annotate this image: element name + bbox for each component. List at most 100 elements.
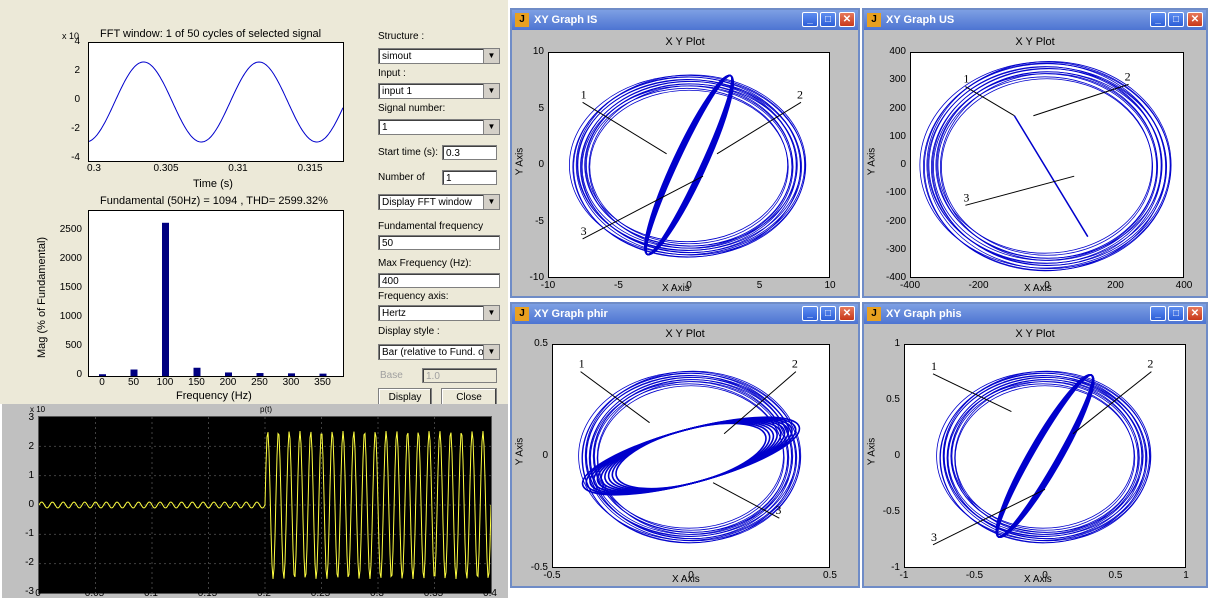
minimize-button[interactable]: _ — [802, 12, 818, 27]
trajectory-band — [645, 74, 733, 256]
signal-number-label: Signal number: — [378, 103, 446, 114]
titlebar[interactable]: J XY Graph phis _ □ ✕ — [864, 304, 1206, 324]
chevron-down-icon[interactable]: ▼ — [483, 84, 499, 98]
minimize-button[interactable]: _ — [1150, 12, 1166, 27]
input-select[interactable]: input 1 ▼ — [378, 83, 500, 99]
trajectory-loop — [575, 74, 807, 256]
start-time-label: Start time (s): — [378, 147, 439, 158]
x-tick: 200 — [1107, 280, 1124, 291]
trajectory-band — [644, 74, 734, 256]
start-time-field[interactable]: 0.3 — [442, 145, 497, 160]
spectrum-xtick: 0 — [99, 377, 105, 388]
y-tick: 0 — [538, 159, 544, 170]
spectrum-bar — [99, 374, 106, 376]
y-tick: 0.5 — [534, 338, 548, 349]
spectrum-bar — [288, 373, 295, 376]
y-tick: 400 — [889, 46, 906, 57]
signal-number-value: 1 — [382, 122, 388, 133]
plot-title: X Y Plot — [665, 36, 705, 48]
chevron-down-icon[interactable]: ▼ — [483, 120, 499, 134]
trajectory-loop — [589, 89, 789, 245]
minimize-button[interactable]: _ — [1150, 306, 1166, 321]
xy-window-us[interactable]: J XY Graph US _ □ ✕ X Y Plot 1 2 3 -400 -200 0 2… — [862, 8, 1208, 298]
cycles-field[interactable]: 1 — [442, 170, 497, 185]
xy-window-phir[interactable]: J XY Graph phir _ □ ✕ X Y Plot 1 2 3 -0.5 0 0.5… — [510, 302, 860, 588]
chevron-down-icon[interactable]: ▼ — [483, 345, 499, 359]
window-title: XY Graph phis — [886, 308, 962, 320]
x-tick: 0.5 — [823, 570, 837, 581]
x-tick: -5 — [614, 280, 623, 291]
trajectory-line — [1013, 115, 1089, 238]
y-tick: -100 — [885, 187, 906, 199]
trajectory-loop — [580, 80, 798, 254]
trajectory-band — [996, 374, 1094, 538]
base-field[interactable]: 1.0 — [422, 368, 497, 383]
callout-leader — [932, 488, 1046, 546]
y-tick: -300 — [885, 243, 906, 255]
maximize-button[interactable]: □ — [1168, 12, 1184, 27]
trajectory-band — [996, 374, 1094, 538]
y-tick: -400 — [885, 272, 906, 283]
xy-window-is[interactable]: J XY Graph IS _ □ ✕ X Y Plot 1 2 3 -10 -5 0 5 10 1… — [510, 8, 860, 298]
y-tick: 200 — [889, 102, 906, 114]
chevron-down-icon[interactable]: ▼ — [483, 49, 499, 63]
display-mode-value: Display FFT window — [382, 197, 472, 208]
fundamental-frequency-label: Fundamental frequency — [378, 221, 484, 232]
matlab-icon: J — [867, 13, 881, 27]
fundamental-frequency-field[interactable]: 50 — [378, 235, 500, 250]
spectrum-xtick: 50 — [127, 377, 140, 388]
x-tick: -0.5 — [965, 570, 984, 581]
callout-number: 2 — [797, 87, 803, 101]
trajectory-band — [996, 374, 1094, 538]
xy-window-phis[interactable]: J XY Graph phis _ □ ✕ X Y Plot 1 2 3 -1 -0.5 0 0… — [862, 302, 1208, 588]
display-style-select[interactable]: Bar (relative to Fund. or D ▼ — [378, 344, 500, 360]
maximize-button[interactable]: □ — [1168, 306, 1184, 321]
time-xtick: 0.305 — [153, 163, 179, 174]
maximize-button[interactable]: □ — [820, 306, 836, 321]
titlebar[interactable]: J XY Graph IS _ □ ✕ — [512, 10, 858, 30]
plot-title: X Y Plot — [1015, 36, 1055, 48]
trajectory-band — [581, 416, 801, 496]
close-window-button[interactable]: ✕ — [1187, 306, 1203, 321]
maximize-button[interactable]: □ — [820, 12, 836, 27]
spectrum-xlabel: Frequency (Hz) — [176, 390, 252, 402]
trajectory-loop — [950, 379, 1144, 533]
y-tick: -0.5 — [882, 506, 900, 517]
trajectory-loop — [939, 73, 1159, 261]
input-value: input 1 — [382, 86, 413, 97]
signal-number-select[interactable]: 1 ▼ — [378, 119, 500, 135]
trajectory-band — [645, 74, 733, 256]
spectrum-title: Fundamental (50Hz) = 1094 , THD= 2599.32… — [100, 195, 328, 207]
scope-xtick: 0.25 — [310, 588, 331, 599]
xy-trace-svg: 1 2 3 — [578, 357, 802, 544]
max-frequency-field[interactable]: 400 — [378, 273, 500, 288]
time-plot-title: FFT window: 1 of 50 cycles of selected s… — [100, 28, 322, 40]
x-axis-label: X Axis — [1024, 574, 1052, 585]
spectrum-xtick: 300 — [282, 377, 300, 388]
window-title: XY Graph IS — [534, 14, 598, 26]
chevron-down-icon[interactable]: ▼ — [483, 306, 499, 320]
close-window-button[interactable]: ✕ — [1187, 12, 1203, 27]
frequency-axis-label: Frequency axis: — [378, 291, 449, 302]
close-window-button[interactable]: ✕ — [839, 12, 855, 27]
minimize-button[interactable]: _ — [802, 306, 818, 321]
spectrum-xtick: 200 — [219, 377, 237, 388]
x-tick: -1 — [899, 570, 909, 581]
chevron-down-icon[interactable]: ▼ — [483, 195, 499, 209]
x-tick: 400 — [1175, 280, 1193, 291]
display-mode-select[interactable]: Display FFT window ▼ — [378, 194, 500, 210]
titlebar[interactable]: J XY Graph US _ □ ✕ — [864, 10, 1206, 30]
structure-select[interactable]: simout ▼ — [378, 48, 500, 64]
scope-xtick: 0.1 — [144, 588, 158, 599]
callout-leader — [723, 371, 797, 435]
xy-trace-svg: 1 2 3 — [931, 357, 1153, 546]
frequency-axis-select[interactable]: Hertz ▼ — [378, 305, 500, 321]
x-axis-label: X Axis — [672, 574, 700, 585]
titlebar[interactable]: J XY Graph phir _ □ ✕ — [512, 304, 858, 324]
x-tick: 0 — [686, 280, 692, 291]
spectrum-xtick: 350 — [314, 377, 331, 388]
time-ytick: -2 — [71, 123, 80, 134]
trajectory-loop — [593, 379, 789, 533]
close-window-button[interactable]: ✕ — [839, 306, 855, 321]
callout-number: 2 — [1125, 69, 1131, 83]
